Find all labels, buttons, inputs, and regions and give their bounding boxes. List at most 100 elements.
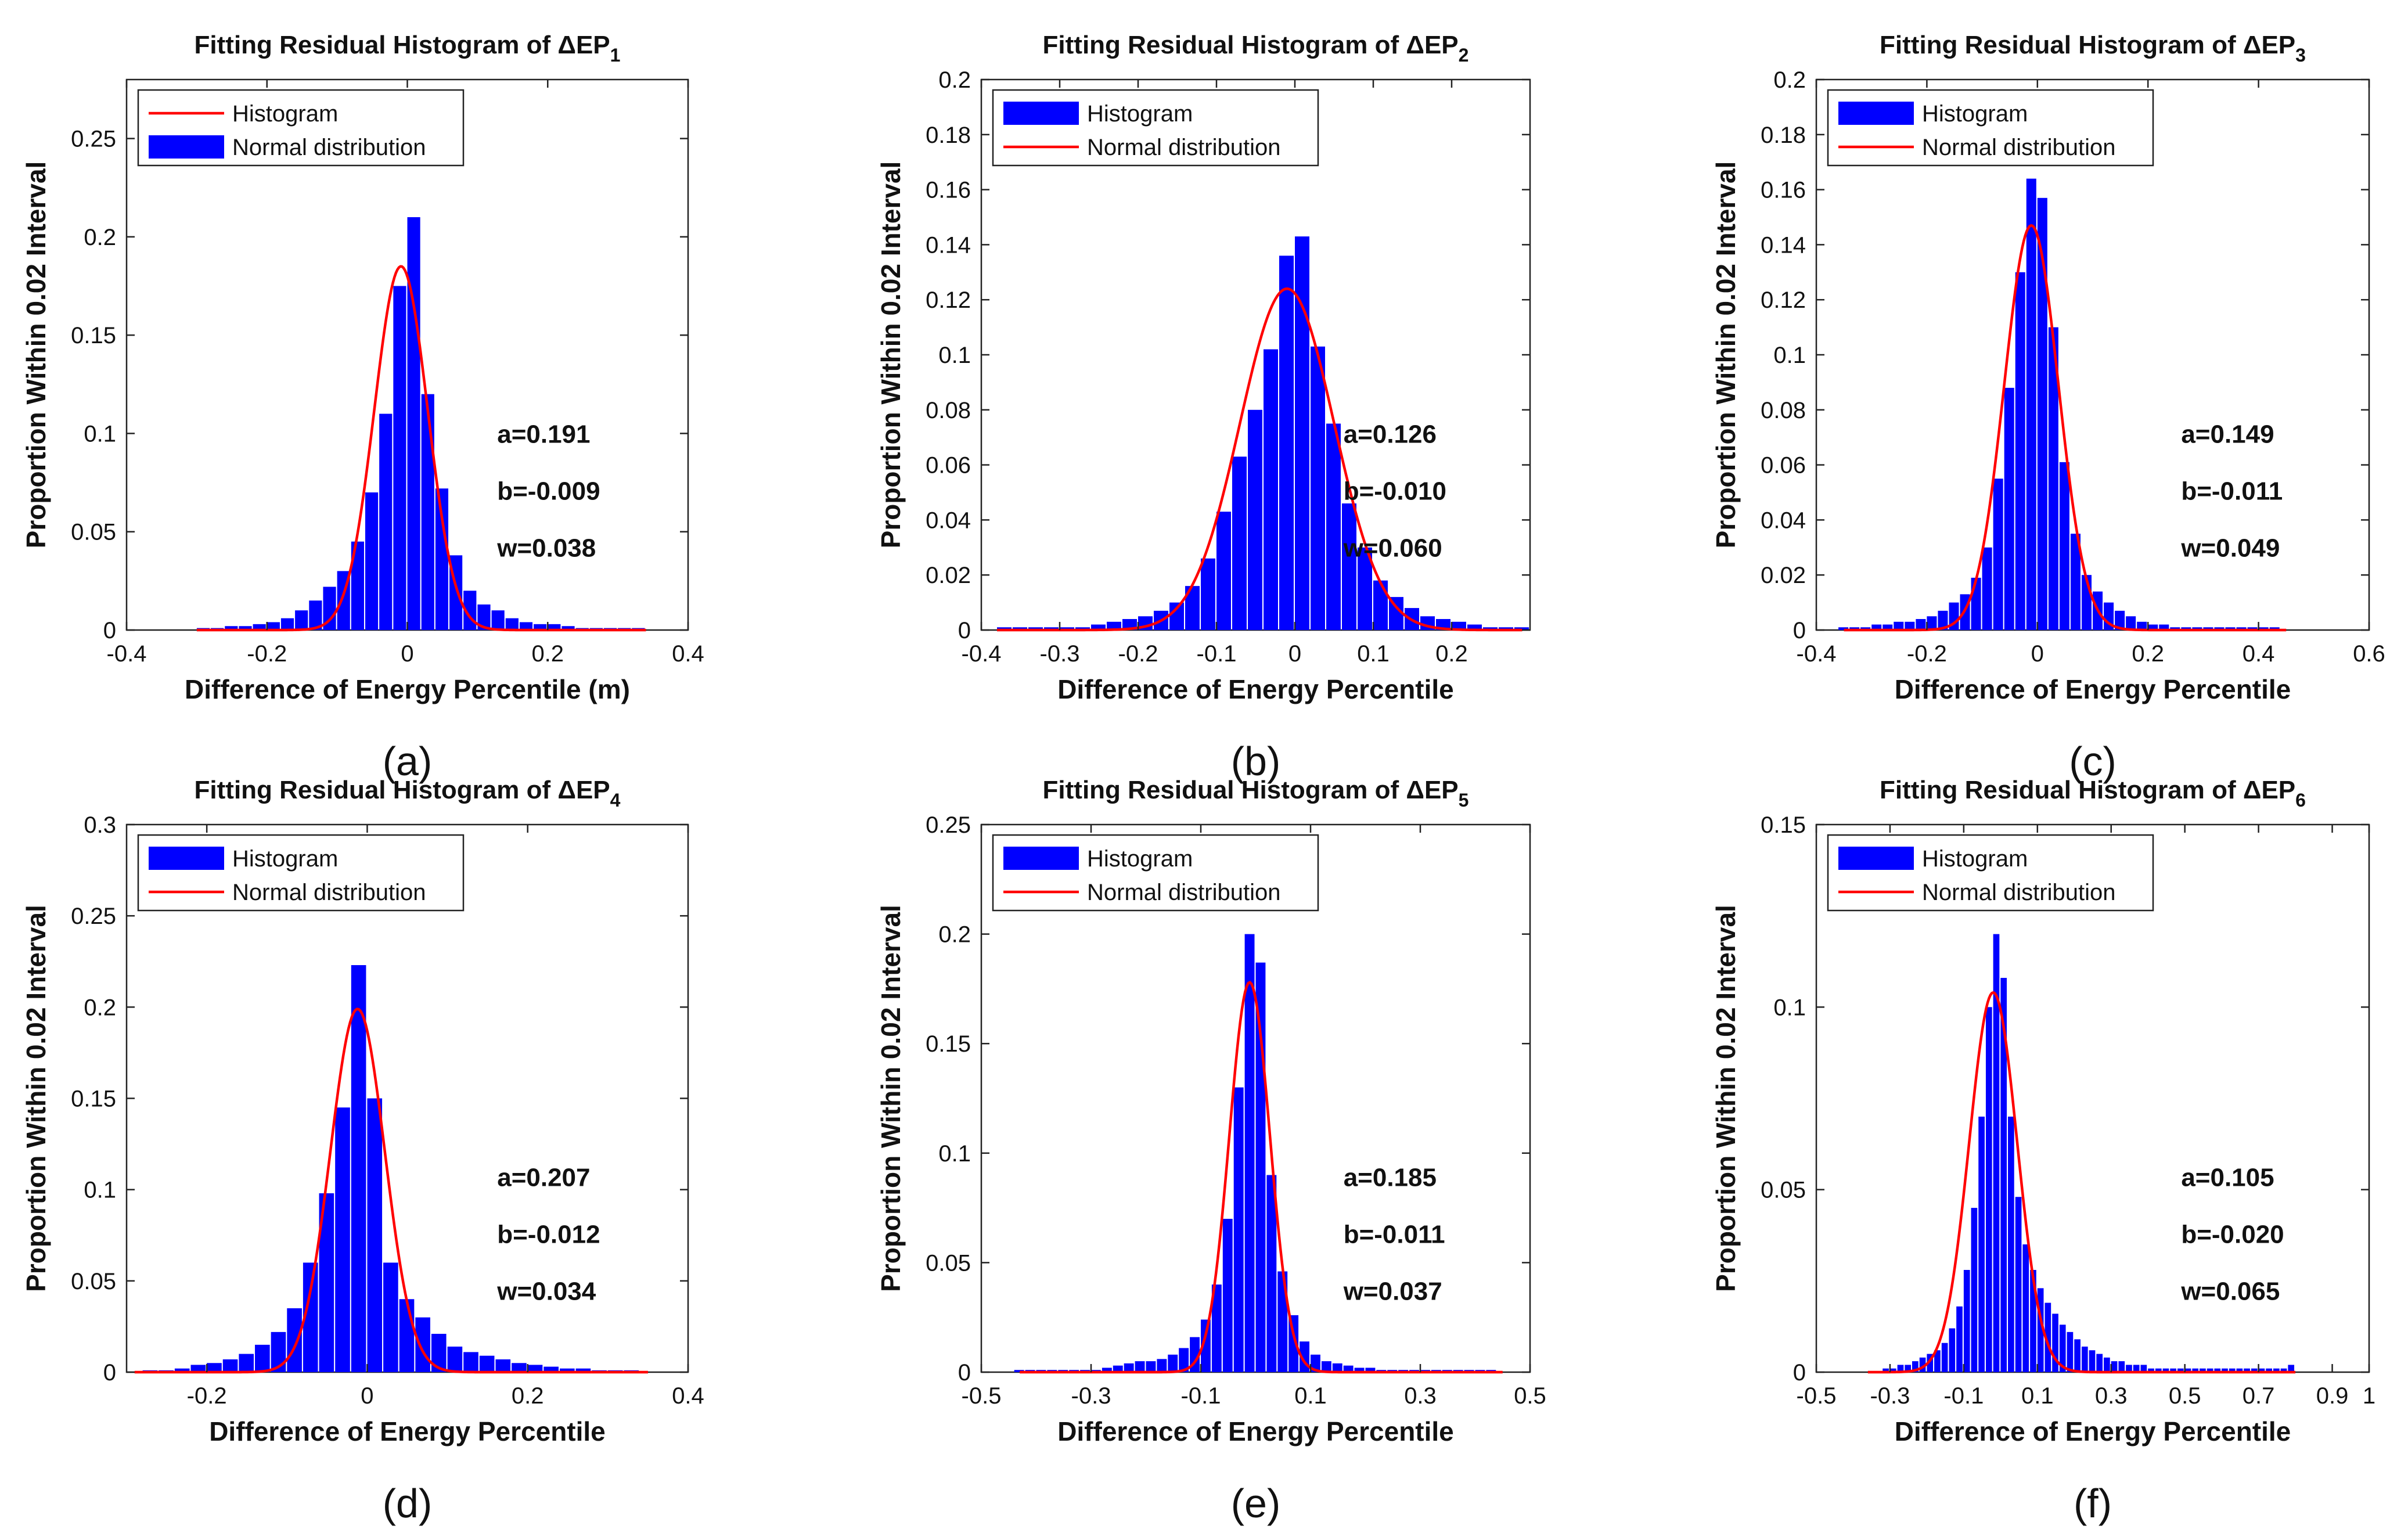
histogram-bar [1201, 1319, 1211, 1372]
legend-label: Histogram [1922, 846, 2028, 872]
histogram-bar [267, 622, 280, 630]
histogram-bar [1889, 1368, 1896, 1372]
fit-parameter: a=0.185 [1344, 1163, 1437, 1192]
x-tick-label: 0.4 [672, 1383, 704, 1409]
y-tick-label: 0 [1793, 618, 1806, 643]
chart-panel-3: -0.4 -0.2 0 0.2 0.4 0.6 0 0.02 0.04 0.06 0.08 0.1 0.… [1711, 31, 2385, 784]
histogram-bar [447, 1346, 463, 1372]
histogram-bar [435, 488, 449, 630]
histogram-bar [323, 586, 336, 630]
histogram-bar [1916, 619, 1926, 630]
histogram-bar [351, 965, 366, 1372]
histogram-bar [2269, 627, 2280, 630]
histogram-bar [1107, 621, 1121, 630]
panel-label: (f) [2074, 1481, 2112, 1526]
y-tick-label: 0.1 [938, 1141, 971, 1167]
y-tick-label: 0.1 [84, 421, 116, 447]
y-tick-label: 0.15 [1761, 812, 1806, 838]
x-tick-label: -0.3 [1071, 1383, 1111, 1409]
histogram-bar [2192, 1368, 2199, 1372]
histogram-bar [2104, 602, 2114, 630]
fit-parameter: a=0.191 [497, 420, 590, 449]
fit-parameter: b=-0.009 [497, 477, 600, 506]
histogram-bar [548, 624, 561, 630]
histogram-bar [1499, 627, 1513, 630]
x-tick-label: 0.4 [672, 641, 704, 667]
legend-bar-swatch [149, 847, 224, 870]
x-tick-label: -0.5 [1797, 1383, 1837, 1409]
histogram-bar [295, 610, 308, 630]
histogram-bar [997, 627, 1012, 630]
histogram-bar [379, 413, 393, 630]
histogram-bar [1883, 1368, 1889, 1372]
histogram-bar [1956, 1306, 1963, 1372]
y-axis-label: Proportion Within 0.02 Interval [1711, 905, 1741, 1292]
normal-fit-curve [134, 1007, 648, 1374]
histogram-bar [2048, 327, 2058, 630]
x-tick-label: 0 [1288, 641, 1301, 667]
legend-bar-swatch [149, 135, 224, 159]
x-tick-label: 0.6 [2353, 641, 2385, 667]
fit-parameter: w=0.034 [496, 1277, 596, 1305]
y-axis-label: Proportion Within 0.02 Interval [21, 905, 51, 1292]
histogram-bar [2096, 1354, 2103, 1372]
histogram-bar [2200, 1368, 2206, 1372]
histogram-bar [1905, 1365, 1912, 1372]
histogram-bar [512, 1363, 527, 1372]
x-axis-label: Difference of Energy Percentile [1057, 674, 1454, 704]
histogram-bar [2037, 1288, 2044, 1372]
histogram-bar [2203, 627, 2213, 630]
histogram-bar [2148, 1368, 2154, 1372]
histogram-bar [1985, 1007, 1992, 1372]
x-tick-label: 0.9 [2316, 1383, 2349, 1409]
y-axis-label: Proportion Within 0.02 Interval [876, 905, 906, 1292]
histogram-bar [2030, 1269, 2036, 1372]
histogram-bar [2070, 534, 2081, 630]
histogram-bar [561, 626, 575, 630]
y-tick-label: 0.16 [1761, 178, 1806, 203]
histogram-bar [1343, 1365, 1354, 1372]
histogram-bar [421, 394, 434, 630]
histogram-bar [1993, 478, 2003, 630]
histogram-bar [2159, 624, 2169, 630]
x-axis-label: Difference of Energy Percentile [209, 1416, 606, 1446]
histogram-bar [2037, 197, 2047, 630]
histogram-bar [1860, 627, 1871, 630]
histogram-bar [1912, 1361, 1919, 1372]
x-tick-label: -0.2 [187, 1383, 227, 1409]
histogram-bar [1978, 1116, 1985, 1372]
histogram-bar [1233, 1087, 1244, 1372]
histogram-bar [2015, 1197, 2022, 1372]
histogram-bar [479, 1355, 495, 1372]
fit-parameter: a=0.126 [1344, 420, 1437, 449]
legend-label: Histogram [1087, 846, 1193, 872]
histogram-bar [239, 1354, 254, 1372]
histogram-bar [190, 1365, 206, 1372]
y-tick-label: 0.15 [71, 1086, 116, 1112]
histogram-bar [1179, 1348, 1189, 1372]
y-tick-label: 0.08 [1761, 398, 1806, 423]
histogram-bar [463, 1352, 478, 1372]
histogram-bar [351, 541, 364, 630]
histogram-bar [1514, 627, 1529, 630]
chart-panel-6: -0.5 -0.3 -0.1 0.1 0.3 0.5 0.7 0.9 1 0 0.05 0.1 0.15… [1711, 776, 2375, 1526]
histogram-bar [2229, 1368, 2236, 1372]
legend-label: Normal distribution [232, 135, 426, 160]
histogram-bar [1838, 627, 1849, 630]
legend-bar-swatch [1003, 102, 1079, 125]
histogram-bar [2247, 627, 2258, 630]
histogram-bar [1342, 503, 1356, 630]
chart-panel-4: -0.2 0 0.2 0.4 0 0.05 0.1 0.15 0.2 0.25 0.3 Fitting… [21, 776, 704, 1526]
histogram-bar [2059, 462, 2069, 630]
histogram-bar [1934, 1350, 1941, 1372]
histogram-bar [1452, 621, 1466, 630]
chart-title: Fitting Residual Histogram of ΔEP5 [1043, 776, 1469, 811]
chart-title: Fitting Residual Histogram of ΔEP1 [195, 31, 621, 66]
histogram-bar [2170, 1368, 2176, 1372]
y-tick-label: 0.14 [926, 232, 971, 258]
x-axis-label: Difference of Energy Percentile [1895, 1416, 2291, 1446]
y-tick-label: 0 [958, 618, 971, 643]
histogram-bar [2126, 616, 2136, 630]
legend: Histogram Normal distribution [992, 89, 1319, 167]
histogram-bar [2052, 1314, 2058, 1372]
